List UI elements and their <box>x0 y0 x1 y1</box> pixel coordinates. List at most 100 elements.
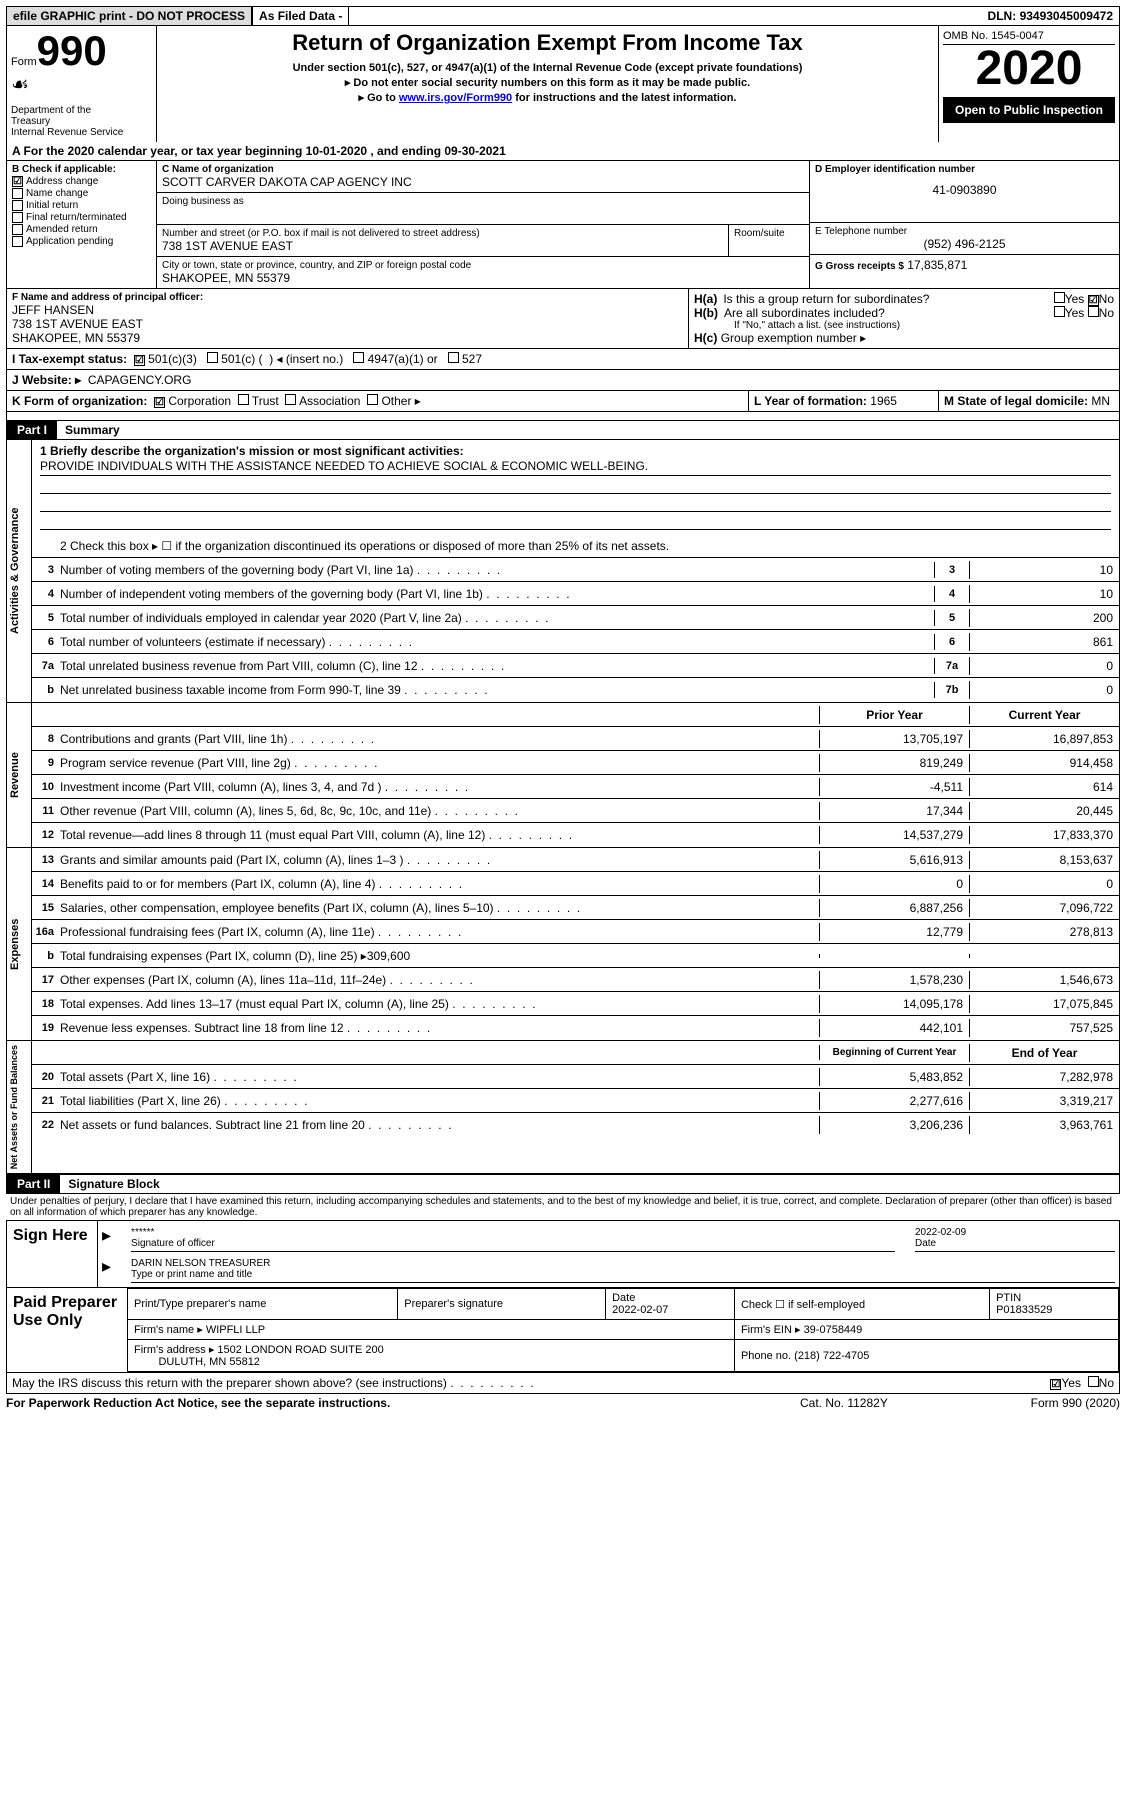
box-i: I Tax-exempt status: ☑ 501(c)(3) 501(c) … <box>6 349 1120 370</box>
checkbox[interactable] <box>12 200 23 211</box>
line-value: 0 <box>969 681 1119 699</box>
current-year-header: Current Year <box>969 706 1119 724</box>
current-value: 7,282,978 <box>969 1068 1119 1086</box>
current-value: 20,445 <box>969 802 1119 820</box>
officer-label: F Name and address of principal officer: <box>12 292 683 303</box>
prior-value: 0 <box>819 875 969 893</box>
checkbox[interactable]: ☑ <box>12 176 23 187</box>
subtitle-2: ▸ Do not enter social security numbers o… <box>161 76 934 89</box>
section-a-taxyear: A For the 2020 calendar year, or tax yea… <box>6 142 1120 161</box>
line-text: Program service revenue (Part VIII, line… <box>60 754 819 772</box>
checkbox[interactable] <box>12 212 23 223</box>
signer-name: DARIN NELSON TREASURER <box>131 1258 1115 1269</box>
boxes-fh: F Name and address of principal officer:… <box>6 289 1120 349</box>
line-text: Number of independent voting members of … <box>60 585 934 603</box>
checkbox[interactable] <box>12 188 23 199</box>
line-text: Total liabilities (Part X, line 26) <box>60 1092 819 1110</box>
line-text: Salaries, other compensation, employee b… <box>60 899 819 917</box>
sidelabel-governance: Activities & Governance <box>7 440 32 702</box>
gross-value: 17,835,871 <box>907 258 967 272</box>
prior-year-header: Prior Year <box>819 706 969 724</box>
gross-label: G Gross receipts $ <box>815 261 904 272</box>
org-city: SHAKOPEE, MN 55379 <box>162 271 804 285</box>
current-value: 17,833,370 <box>969 826 1119 844</box>
current-value: 8,153,637 <box>969 851 1119 869</box>
discuss-row: May the IRS discuss this return with the… <box>6 1373 1120 1394</box>
line-text: Total number of individuals employed in … <box>60 609 934 627</box>
footer: For Paperwork Reduction Act Notice, see … <box>6 1394 1120 1412</box>
current-value: 0 <box>969 875 1119 893</box>
current-value: 614 <box>969 778 1119 796</box>
checkbox[interactable] <box>12 236 23 247</box>
boxes-bcdeg: B Check if applicable: ☑Address changeNa… <box>6 161 1120 289</box>
prep-selfemp: Check ☐ if self-employed <box>734 1289 989 1320</box>
sign-here-block: Sign Here ▸ ****** Signature of officer … <box>6 1220 1120 1288</box>
org-name-label: C Name of organization <box>162 164 804 175</box>
line-text: Total expenses. Add lines 13–17 (must eq… <box>60 995 819 1013</box>
irs-link[interactable]: www.irs.gov/Form990 <box>399 92 512 104</box>
prep-sig-hdr: Preparer's signature <box>398 1289 606 1320</box>
sidelabel-netassets: Net Assets or Fund Balances <box>7 1041 32 1173</box>
line-text: Total revenue—add lines 8 through 11 (mu… <box>60 826 819 844</box>
prep-date: 2022-02-07 <box>612 1304 668 1316</box>
prior-value <box>819 954 969 958</box>
summary-expenses: Expenses 13Grants and similar amounts pa… <box>6 848 1120 1041</box>
line-text: Total unrelated business revenue from Pa… <box>60 657 934 675</box>
prior-value: 3,206,236 <box>819 1116 969 1134</box>
prior-value: 13,705,197 <box>819 730 969 748</box>
form-title: Return of Organization Exempt From Incom… <box>161 30 934 56</box>
current-value: 914,458 <box>969 754 1119 772</box>
prior-value: 1,578,230 <box>819 971 969 989</box>
dept-treasury: Department of theTreasuryInternal Revenu… <box>11 105 152 138</box>
firm-addr: 1502 LONDON ROAD SUITE 200 <box>217 1344 383 1356</box>
tax-year: 2020 <box>943 45 1115 93</box>
perjury-statement: Under penalties of perjury, I declare th… <box>6 1194 1120 1220</box>
officer-name: JEFF HANSEN <box>12 303 683 317</box>
summary-revenue: Revenue Prior Year Current Year 8Contrib… <box>6 703 1120 848</box>
checkbox-label: Amended return <box>26 224 98 235</box>
prior-value: 6,887,256 <box>819 899 969 917</box>
summary-netassets: Net Assets or Fund Balances Beginning of… <box>6 1041 1120 1174</box>
line-text: Number of voting members of the governin… <box>60 561 934 579</box>
line-value: 861 <box>969 633 1119 651</box>
mission-text: PROVIDE INDIVIDUALS WITH THE ASSISTANCE … <box>40 458 1111 476</box>
beg-year-header: Beginning of Current Year <box>819 1045 969 1060</box>
prior-value: -4,511 <box>819 778 969 796</box>
firm-ein: 39-0758449 <box>804 1324 863 1336</box>
sign-here-label: Sign Here <box>7 1221 97 1287</box>
line-value: 10 <box>969 561 1119 579</box>
city-label: City or town, state or province, country… <box>162 260 804 271</box>
prior-value: 17,344 <box>819 802 969 820</box>
line-ref: 7a <box>934 658 969 674</box>
line-text: Investment income (Part VIII, column (A)… <box>60 778 819 796</box>
line-text: Net assets or fund balances. Subtract li… <box>60 1116 819 1134</box>
checkbox-label: Application pending <box>26 236 113 247</box>
line-text: Contributions and grants (Part VIII, lin… <box>60 730 819 748</box>
signature-label: Signature of officer <box>131 1238 895 1249</box>
form-header: Form990 ☙ Department of theTreasuryInter… <box>6 26 1120 142</box>
sidelabel-expenses: Expenses <box>7 848 32 1040</box>
line-ref: 4 <box>934 586 969 602</box>
prior-value: 12,779 <box>819 923 969 941</box>
topbar: efile GRAPHIC print - DO NOT PROCESS As … <box>6 6 1120 26</box>
hb-question: Are all subordinates included? <box>724 306 885 320</box>
prior-value: 819,249 <box>819 754 969 772</box>
subtitle-1: Under section 501(c), 527, or 4947(a)(1)… <box>161 62 934 74</box>
checkbox-label: Initial return <box>26 200 78 211</box>
current-value: 17,075,845 <box>969 995 1119 1013</box>
part-1-header: Part I Summary <box>6 420 1120 440</box>
public-inspection: Open to Public Inspection <box>943 97 1115 123</box>
website[interactable]: CAPAGENCY.ORG <box>88 373 192 387</box>
line-ref: 3 <box>934 562 969 578</box>
summary-governance: Activities & Governance 1 Briefly descri… <box>6 440 1120 703</box>
prep-ptin: P01833529 <box>996 1304 1052 1316</box>
checkbox[interactable] <box>12 224 23 235</box>
boxes-klm: K Form of organization: ☑ Corporation Tr… <box>6 391 1120 412</box>
dba-label: Doing business as <box>162 196 804 207</box>
phone-value: (952) 496-2125 <box>815 237 1114 251</box>
dln: DLN: 93493045009472 <box>982 7 1119 25</box>
box-j: J Website: ▸ CAPAGENCY.ORG <box>6 370 1120 391</box>
prior-value: 2,277,616 <box>819 1092 969 1110</box>
line-text: Total assets (Part X, line 16) <box>60 1068 819 1086</box>
current-value <box>969 954 1119 958</box>
